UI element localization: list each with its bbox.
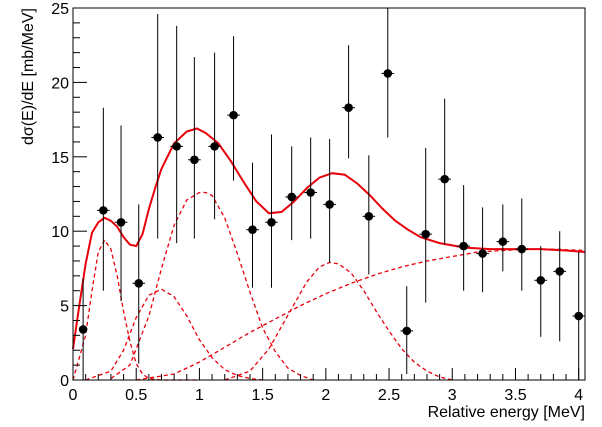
data-marker — [517, 244, 527, 254]
data-point — [151, 13, 165, 239]
data-point — [362, 155, 376, 275]
data-point — [246, 162, 259, 288]
x-axis-label: Relative energy [MeV] — [428, 404, 585, 421]
data-marker — [306, 188, 315, 197]
x-tick-label: 4 — [574, 387, 583, 404]
data-point — [208, 52, 221, 220]
data-marker — [383, 69, 393, 78]
data-point — [227, 36, 240, 181]
data-point — [496, 204, 510, 272]
data-marker — [210, 142, 219, 151]
data-point — [572, 252, 585, 380]
x-tick-label: 2 — [321, 387, 330, 404]
data-marker — [574, 311, 583, 321]
y-tick-label: 0 — [60, 373, 69, 390]
data-point — [476, 207, 489, 293]
y-tick-label: 15 — [51, 150, 69, 167]
data-marker — [364, 212, 374, 221]
data-marker — [190, 155, 199, 165]
data-point — [188, 57, 201, 239]
y-axis: 0 5 10 15 20 25 — [51, 1, 87, 390]
fit-component-1 — [72, 238, 200, 381]
data-point — [381, 8, 395, 138]
data-point — [534, 246, 548, 337]
data-marker — [536, 276, 546, 285]
data-point — [419, 147, 433, 303]
data-point — [323, 138, 336, 263]
data-marker — [153, 133, 163, 142]
x-tick-label: 3 — [448, 387, 457, 404]
data-marker — [134, 278, 144, 288]
x-tick-label: 1.5 — [252, 387, 274, 404]
data-point — [438, 98, 451, 245]
data-marker — [99, 206, 108, 215]
x-tick-label: 0.5 — [125, 387, 147, 404]
data-marker — [402, 326, 412, 336]
data-marker — [267, 217, 276, 227]
fit-curves — [72, 127, 586, 381]
data-marker — [248, 225, 257, 235]
data-marker — [344, 103, 353, 112]
y-tick-label: 10 — [51, 224, 69, 241]
data-point — [132, 204, 146, 364]
y-tick-label: 5 — [60, 299, 69, 316]
y-tick-label: 25 — [51, 1, 69, 18]
data-marker — [498, 237, 508, 246]
fit-component-3 — [110, 191, 314, 381]
data-marker — [478, 249, 487, 258]
data-points — [78, 8, 585, 380]
y-tick-label: 20 — [51, 75, 69, 92]
data-point — [170, 25, 183, 244]
data-marker — [116, 217, 126, 227]
plot-frame — [72, 7, 586, 381]
x-tick-label: 2.5 — [378, 387, 400, 404]
data-marker — [325, 200, 334, 209]
data-point — [114, 125, 128, 302]
x-tick-label: 3.5 — [504, 387, 526, 404]
data-point — [285, 146, 299, 241]
fit-component-2 — [85, 288, 263, 381]
data-marker — [459, 241, 468, 251]
fit-component-5 — [136, 248, 586, 381]
data-marker — [440, 174, 449, 184]
data-point — [553, 231, 567, 342]
data-point — [342, 45, 355, 159]
data-point — [265, 134, 278, 288]
data-point — [400, 286, 414, 375]
data-point — [515, 198, 529, 291]
data-marker — [172, 142, 181, 151]
data-point — [457, 185, 470, 291]
data-marker — [229, 110, 238, 120]
data-point — [97, 107, 110, 291]
data-marker — [78, 325, 88, 334]
x-tick-label: 1 — [195, 387, 204, 404]
data-marker — [287, 192, 297, 202]
y-axis-label: dσ(E)/dE [mb/MeV] — [20, 8, 37, 145]
data-marker — [555, 267, 565, 276]
fit-component-4 — [224, 261, 453, 381]
x-axis: 0 0.5 1 1.5 2 2.5 3 3.5 4 — [69, 368, 583, 404]
fit-total-line — [72, 127, 586, 349]
data-point — [304, 137, 317, 239]
data-marker — [421, 229, 431, 239]
data-point — [78, 278, 88, 380]
x-tick-label: 0 — [69, 387, 78, 404]
